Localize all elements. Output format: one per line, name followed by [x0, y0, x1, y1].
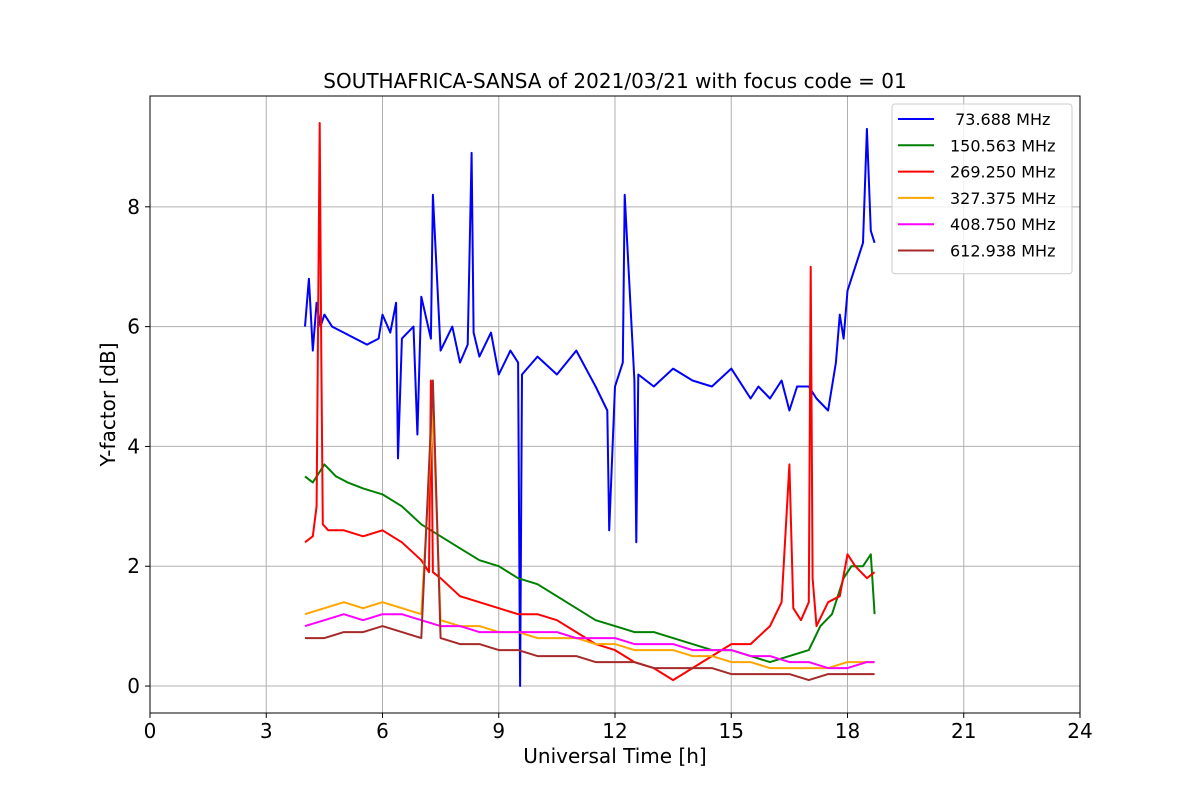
x-tick-label: 0: [144, 719, 157, 743]
y-tick-label: 4: [127, 434, 140, 458]
legend: 73.688 MHz 150.563 MHz 269.250 MHz 327.375 …: [891, 103, 1073, 275]
series-line: [304, 463, 876, 664]
x-tick-label: 18: [835, 719, 860, 743]
x-tick-label: 3: [260, 719, 273, 743]
x-tick-label: 9: [492, 719, 505, 743]
legend-box: [891, 103, 1073, 275]
chart-title: SOUTHAFRICA-SANSA of 2021/03/21 with foc…: [323, 69, 907, 93]
series-group: [304, 122, 876, 687]
legend-entry: 408.750 MHz: [950, 215, 1055, 234]
legend-entry: 327.375 MHz: [950, 189, 1055, 208]
series-line: [304, 613, 875, 670]
y-tick-label: 6: [127, 315, 140, 339]
x-tick-label: 12: [602, 719, 627, 743]
x-tick-label: 21: [951, 719, 976, 743]
x-tick-label: 15: [719, 719, 744, 743]
x-axis-label: Universal Time [h]: [523, 744, 706, 768]
x-tick-label: 6: [376, 719, 389, 743]
series-line: [304, 409, 875, 670]
legend-entry: 73.688 MHz: [950, 110, 1050, 129]
x-tick-label: 24: [1067, 719, 1092, 743]
series-line: [305, 379, 875, 682]
legend-entry: 612.938 MHz: [950, 242, 1055, 261]
y-tick-label: 0: [127, 674, 140, 698]
y-tick-label: 2: [127, 554, 140, 578]
legend-entry: 269.250 MHz: [950, 163, 1055, 182]
series-line: [304, 127, 876, 687]
y-tick-label: 8: [127, 195, 140, 219]
legend-entry: 150.563 MHz: [950, 136, 1055, 155]
y-axis-label: Y-factor [dB]: [96, 342, 120, 467]
